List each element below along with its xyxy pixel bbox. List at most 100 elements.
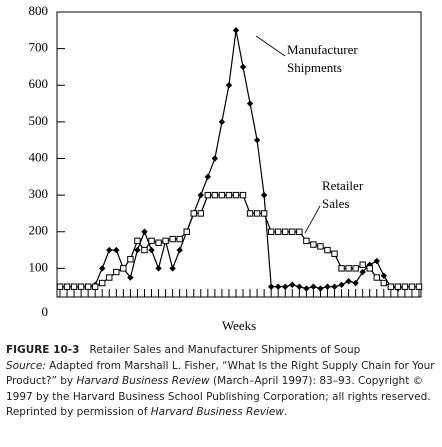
diamond-marker (204, 173, 212, 181)
square-marker (394, 283, 402, 290)
square-marker (197, 210, 204, 217)
diamond-marker (303, 285, 310, 292)
y-tick-label: 200 (29, 223, 49, 238)
diamond-marker (127, 274, 134, 281)
diamond-marker (289, 281, 296, 289)
annotation-leader (255, 35, 286, 57)
square-marker (289, 228, 296, 235)
diamond-marker (134, 246, 141, 254)
square-marker (190, 210, 197, 217)
diamond-marker (359, 268, 366, 276)
square-marker (415, 283, 423, 290)
chart: Weeks 0 100 200 300 400 500 600 700 800 Manufactu… (29, 3, 423, 333)
square-marker (303, 237, 310, 245)
square-marker (176, 235, 183, 243)
square-marker (183, 228, 190, 235)
square-marker (310, 241, 317, 248)
y-tick-label: 800 (29, 3, 49, 18)
diamond-marker (141, 228, 148, 235)
square-marker (113, 268, 120, 276)
square-marker (218, 191, 226, 199)
annotation: Manufacturer (287, 42, 358, 57)
square-marker (239, 191, 247, 199)
square-marker (169, 235, 176, 243)
source-text: (March–April 1997): 83–93. Copyright © 1… (6, 375, 431, 418)
square-marker (366, 265, 373, 272)
square-marker (373, 274, 380, 281)
square-marker (408, 283, 416, 290)
diamond-marker (267, 283, 275, 290)
square-marker (331, 250, 338, 257)
diamond-marker (239, 63, 247, 71)
square-marker (253, 210, 261, 217)
diamond-marker (232, 27, 240, 34)
diamond-marker (345, 277, 352, 285)
series-line (60, 30, 419, 290)
square-marker (84, 283, 92, 290)
square-marker (387, 283, 395, 290)
square-marker (134, 237, 141, 245)
diamond-marker (169, 265, 176, 272)
diamond-marker (176, 246, 183, 254)
annotation: Sales (322, 196, 349, 211)
plot-frame (56, 11, 422, 298)
square-marker (345, 265, 352, 272)
caption: FIGURE 10-3 Retailer Sales and Manufactu… (6, 343, 436, 421)
square-marker (120, 265, 127, 272)
diamond-marker (106, 246, 113, 254)
source-text: Adapted from Marshall L. Fisher, “What I… (6, 359, 435, 388)
square-marker (380, 279, 388, 287)
y-tick-label: 600 (29, 76, 49, 91)
diamond-marker (352, 279, 359, 287)
square-marker (296, 228, 303, 235)
square-marker (155, 239, 162, 246)
square-marker (70, 283, 78, 290)
figure-title: Retailer Sales and Manufacturer Shipment… (89, 344, 361, 356)
square-marker (91, 283, 99, 290)
y-tick-label: 300 (29, 186, 49, 201)
square-marker (352, 265, 359, 272)
diamond-marker (155, 265, 162, 272)
diamond-marker (253, 136, 261, 144)
diamond-marker (197, 191, 204, 199)
square-marker (324, 246, 331, 254)
diamond-marker (260, 191, 268, 199)
y-tick-label: 0 (42, 304, 49, 319)
journal: Harvard Business Review (150, 406, 284, 418)
square-marker (204, 191, 212, 199)
square-marker (77, 283, 85, 290)
square-marker (260, 210, 268, 217)
square-marker (275, 228, 282, 235)
square-marker (141, 246, 148, 254)
square-marker (99, 279, 106, 287)
square-marker (106, 274, 113, 281)
square-marker (282, 228, 289, 235)
diamond-marker (275, 283, 282, 290)
diamond-marker (99, 265, 106, 272)
y-tick-label: 500 (29, 113, 49, 128)
y-tick-label: 400 (29, 149, 49, 164)
diamond-marker (338, 281, 345, 289)
x-axis-label: Weeks (222, 318, 256, 333)
diamond-marker (148, 246, 155, 254)
square-marker (56, 283, 64, 290)
square-marker (246, 210, 254, 217)
source-label: Source: (6, 359, 46, 372)
diamond-marker (296, 283, 303, 290)
y-tick-label: 100 (29, 259, 49, 274)
square-marker (148, 237, 155, 245)
diamond-marker (380, 272, 388, 279)
square-marker (232, 191, 240, 199)
diamond-marker (310, 283, 317, 290)
diamond-marker (246, 100, 254, 107)
y-tick-label: 700 (29, 40, 49, 55)
square-marker (359, 261, 366, 268)
diamond-marker (211, 155, 219, 162)
square-marker (401, 283, 409, 290)
annotation: Retailer (322, 178, 364, 193)
journal: Harvard Business Review (76, 375, 210, 387)
annotation: Shipments (287, 60, 342, 75)
diamond-marker (218, 118, 226, 126)
square-marker (317, 243, 324, 250)
diamond-marker (324, 283, 331, 290)
